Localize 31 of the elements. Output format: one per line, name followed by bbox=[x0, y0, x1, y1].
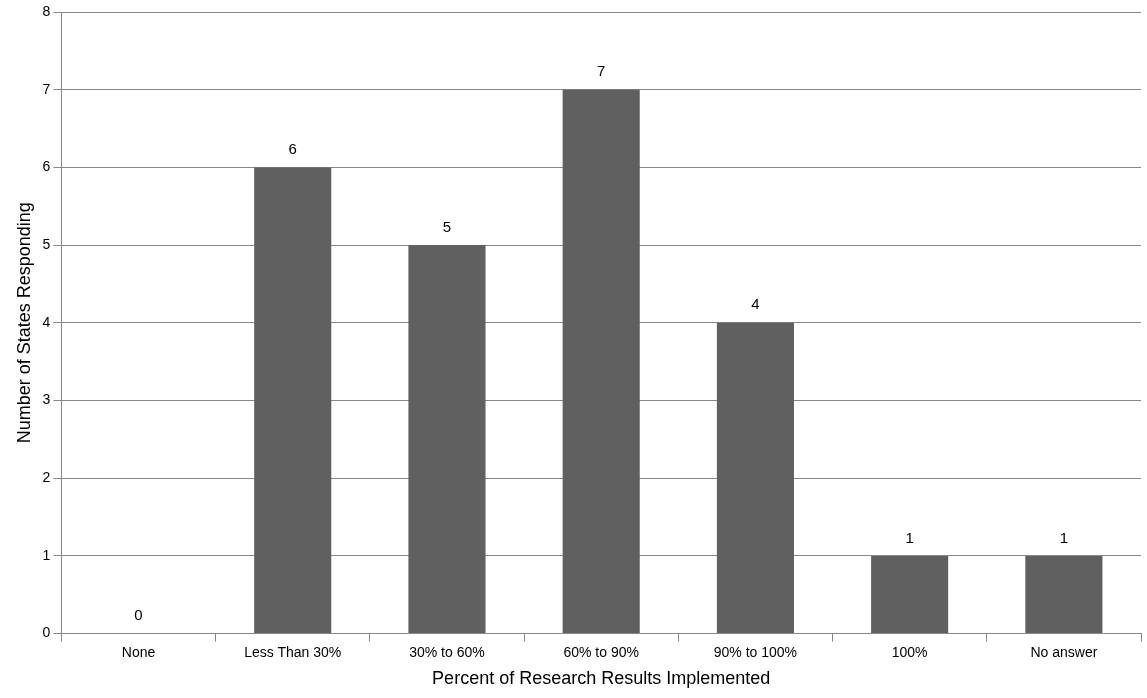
bar bbox=[1025, 555, 1103, 634]
data-label: 4 bbox=[751, 295, 760, 313]
data-label: 1 bbox=[1059, 528, 1069, 546]
x-tick-label: 90% to 100% bbox=[713, 643, 798, 660]
y-tick-label: 0 bbox=[42, 624, 51, 641]
bar bbox=[871, 555, 949, 634]
y-tick-label: 5 bbox=[42, 235, 51, 252]
y-tick-label: 7 bbox=[42, 80, 51, 97]
x-axis-title: Percent of Research Results Implemented bbox=[432, 668, 771, 689]
bar bbox=[408, 245, 486, 634]
data-label: 1 bbox=[905, 528, 914, 546]
y-tick-label: 1 bbox=[42, 546, 51, 563]
data-label: 6 bbox=[288, 140, 297, 158]
y-tick-label: 2 bbox=[42, 469, 51, 486]
y-tick-label: 8 bbox=[42, 2, 51, 19]
x-tick-label: No answer bbox=[1030, 643, 1098, 660]
y-tick-label: 4 bbox=[42, 313, 51, 330]
bar bbox=[716, 322, 794, 634]
data-label: 5 bbox=[442, 217, 452, 235]
y-tick-label: 3 bbox=[42, 391, 51, 408]
x-tick-label: 100% bbox=[891, 643, 928, 660]
x-tick-label: 60% to 90% bbox=[563, 643, 639, 660]
x-tick-label: Less Than 30% bbox=[244, 643, 342, 660]
y-tick-label: 6 bbox=[42, 158, 51, 175]
data-label: 7 bbox=[597, 62, 606, 80]
x-tick-label: 30% to 60% bbox=[409, 643, 485, 660]
bar bbox=[254, 167, 332, 634]
data-label: 0 bbox=[134, 606, 143, 624]
x-tick-label: None bbox=[121, 643, 156, 660]
y-axis-title: Number of States Responding bbox=[13, 202, 34, 444]
bar bbox=[562, 89, 640, 634]
